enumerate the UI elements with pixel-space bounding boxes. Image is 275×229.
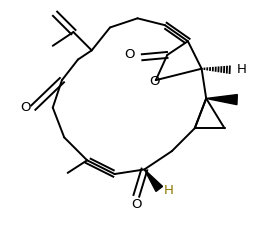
Text: H: H	[236, 63, 246, 76]
Text: O: O	[149, 75, 160, 88]
Text: H: H	[164, 184, 174, 196]
Polygon shape	[206, 95, 237, 105]
Text: O: O	[131, 199, 142, 211]
Text: O: O	[20, 101, 31, 114]
Polygon shape	[144, 169, 163, 191]
Text: O: O	[124, 49, 135, 61]
